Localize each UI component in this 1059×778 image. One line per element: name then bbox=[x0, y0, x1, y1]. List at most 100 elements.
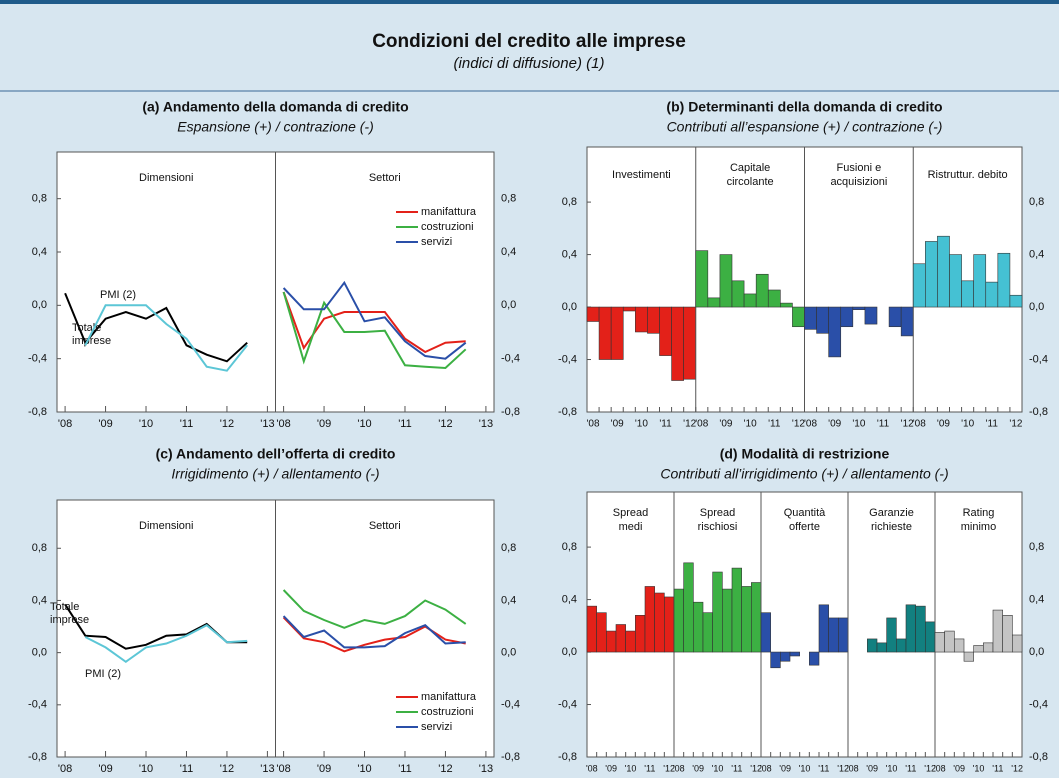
bar bbox=[900, 306, 914, 337]
x-tick-label: '08 bbox=[58, 418, 72, 430]
y-tick-label-right: 0,4 bbox=[1029, 593, 1044, 605]
bar bbox=[818, 604, 829, 653]
bar bbox=[743, 293, 757, 308]
y-tick-label: 0,4 bbox=[562, 248, 577, 260]
x-tick-label: '09 bbox=[692, 763, 704, 773]
bar bbox=[780, 651, 791, 662]
subplot-label: Settori bbox=[369, 520, 401, 532]
group-label: Capitale bbox=[730, 162, 770, 174]
legend-label: servizi bbox=[421, 721, 452, 733]
y-tick-label-right: 0,0 bbox=[1029, 301, 1044, 313]
x-tick-label: '08 bbox=[276, 418, 290, 430]
x-tick-label: '10 bbox=[961, 419, 974, 430]
x-tick-label: '09 bbox=[866, 763, 878, 773]
group-label: Rating bbox=[963, 507, 995, 519]
y-tick-label-right: -0,4 bbox=[1029, 698, 1048, 710]
x-tick-label: '12 bbox=[792, 419, 805, 430]
x-tick-label: '09 bbox=[611, 419, 624, 430]
x-tick-label: '12 bbox=[924, 763, 936, 773]
x-tick-label: '12 bbox=[220, 763, 234, 775]
group-label: Spread bbox=[613, 507, 648, 519]
bar bbox=[695, 250, 709, 308]
x-tick-label: '11 bbox=[659, 419, 672, 430]
x-tick-label: '10 bbox=[799, 763, 811, 773]
group-label: Fusioni e bbox=[837, 162, 882, 174]
x-tick-label: '08 bbox=[913, 419, 926, 430]
x-tick-label: '08 bbox=[673, 763, 685, 773]
x-tick-label: '09 bbox=[98, 763, 112, 775]
x-tick-label: '11 bbox=[731, 763, 742, 773]
bar bbox=[635, 615, 646, 653]
y-tick-label-right: -0,8 bbox=[501, 406, 520, 418]
y-tick-label: -0,4 bbox=[558, 353, 577, 365]
y-tick-label-right: 0,4 bbox=[501, 594, 516, 606]
bar bbox=[937, 235, 950, 308]
series-label: Totale imprese bbox=[50, 601, 90, 626]
bar bbox=[886, 617, 897, 653]
x-tick-label: '11 bbox=[986, 419, 999, 430]
bar bbox=[997, 252, 1011, 308]
y-tick-label: 0,0 bbox=[562, 301, 577, 313]
bar bbox=[615, 624, 626, 653]
x-tick-label: '10 bbox=[712, 763, 724, 773]
x-tick-label: '10 bbox=[139, 763, 153, 775]
y-tick-label-right: 0,8 bbox=[1029, 196, 1044, 208]
y-tick-label: -0,8 bbox=[558, 751, 577, 763]
group-label: rischiosi bbox=[698, 521, 738, 533]
bar bbox=[789, 651, 800, 657]
x-tick-label: '10 bbox=[357, 763, 371, 775]
bar bbox=[1012, 634, 1023, 653]
bar bbox=[804, 306, 817, 330]
y-tick-label-right: 0,8 bbox=[501, 193, 516, 205]
y-tick-label-right: -0,4 bbox=[501, 699, 520, 711]
legend-label: manifattura bbox=[421, 691, 477, 703]
x-tick-label: '11 bbox=[180, 763, 194, 775]
bar bbox=[896, 638, 907, 653]
bar bbox=[586, 605, 597, 653]
bar bbox=[838, 617, 849, 653]
x-tick-label: '08 bbox=[276, 763, 290, 775]
bar bbox=[888, 306, 902, 328]
bar bbox=[828, 306, 842, 358]
bar bbox=[635, 306, 648, 333]
x-tick-label: '08 bbox=[587, 419, 600, 430]
x-tick-label: '10 bbox=[625, 763, 637, 773]
panel-title: (c) Andamento dell’offerta di credito bbox=[156, 446, 396, 462]
y-tick-label: 0,4 bbox=[32, 594, 47, 606]
x-tick-label: '09 bbox=[779, 763, 791, 773]
x-tick-label: '12 bbox=[683, 419, 696, 430]
bar bbox=[625, 630, 636, 653]
bar bbox=[925, 241, 938, 308]
x-tick-label: '13 bbox=[479, 763, 493, 775]
x-tick-label: '08 bbox=[934, 763, 946, 773]
x-tick-label: '08 bbox=[804, 419, 817, 430]
group-label: medi bbox=[619, 521, 643, 533]
bar bbox=[598, 306, 612, 360]
x-tick-label: '13 bbox=[260, 763, 274, 775]
panel-title: (b) Determinanti della domanda di credit… bbox=[666, 99, 942, 115]
y-tick-label: 0,4 bbox=[32, 246, 47, 258]
x-tick-label: '11 bbox=[768, 419, 781, 430]
x-tick-label: '10 bbox=[357, 418, 371, 430]
bar bbox=[731, 280, 745, 308]
x-tick-label: '12 bbox=[438, 763, 452, 775]
x-tick-label: '08 bbox=[58, 763, 72, 775]
y-tick-label: 0,8 bbox=[562, 541, 577, 553]
bar bbox=[780, 302, 793, 308]
y-tick-label-right: 0,4 bbox=[1029, 248, 1044, 260]
x-tick-label: '11 bbox=[877, 419, 890, 430]
x-tick-label: '11 bbox=[398, 763, 412, 775]
x-tick-label: '12 bbox=[901, 419, 914, 430]
bar bbox=[767, 289, 781, 308]
series-label: Totale imprese bbox=[72, 322, 112, 347]
subplot-label: Settori bbox=[369, 172, 401, 184]
panel-subtitle: Contributi all’irrigidimento (+) / allen… bbox=[660, 466, 948, 482]
top-rule bbox=[0, 0, 1059, 4]
x-tick-label: '09 bbox=[98, 418, 112, 430]
y-tick-label: 0,8 bbox=[32, 193, 47, 205]
bar bbox=[867, 638, 878, 653]
y-tick-label: 0,8 bbox=[32, 542, 47, 554]
bar bbox=[606, 630, 617, 653]
bar bbox=[647, 306, 660, 334]
bar bbox=[644, 586, 655, 653]
